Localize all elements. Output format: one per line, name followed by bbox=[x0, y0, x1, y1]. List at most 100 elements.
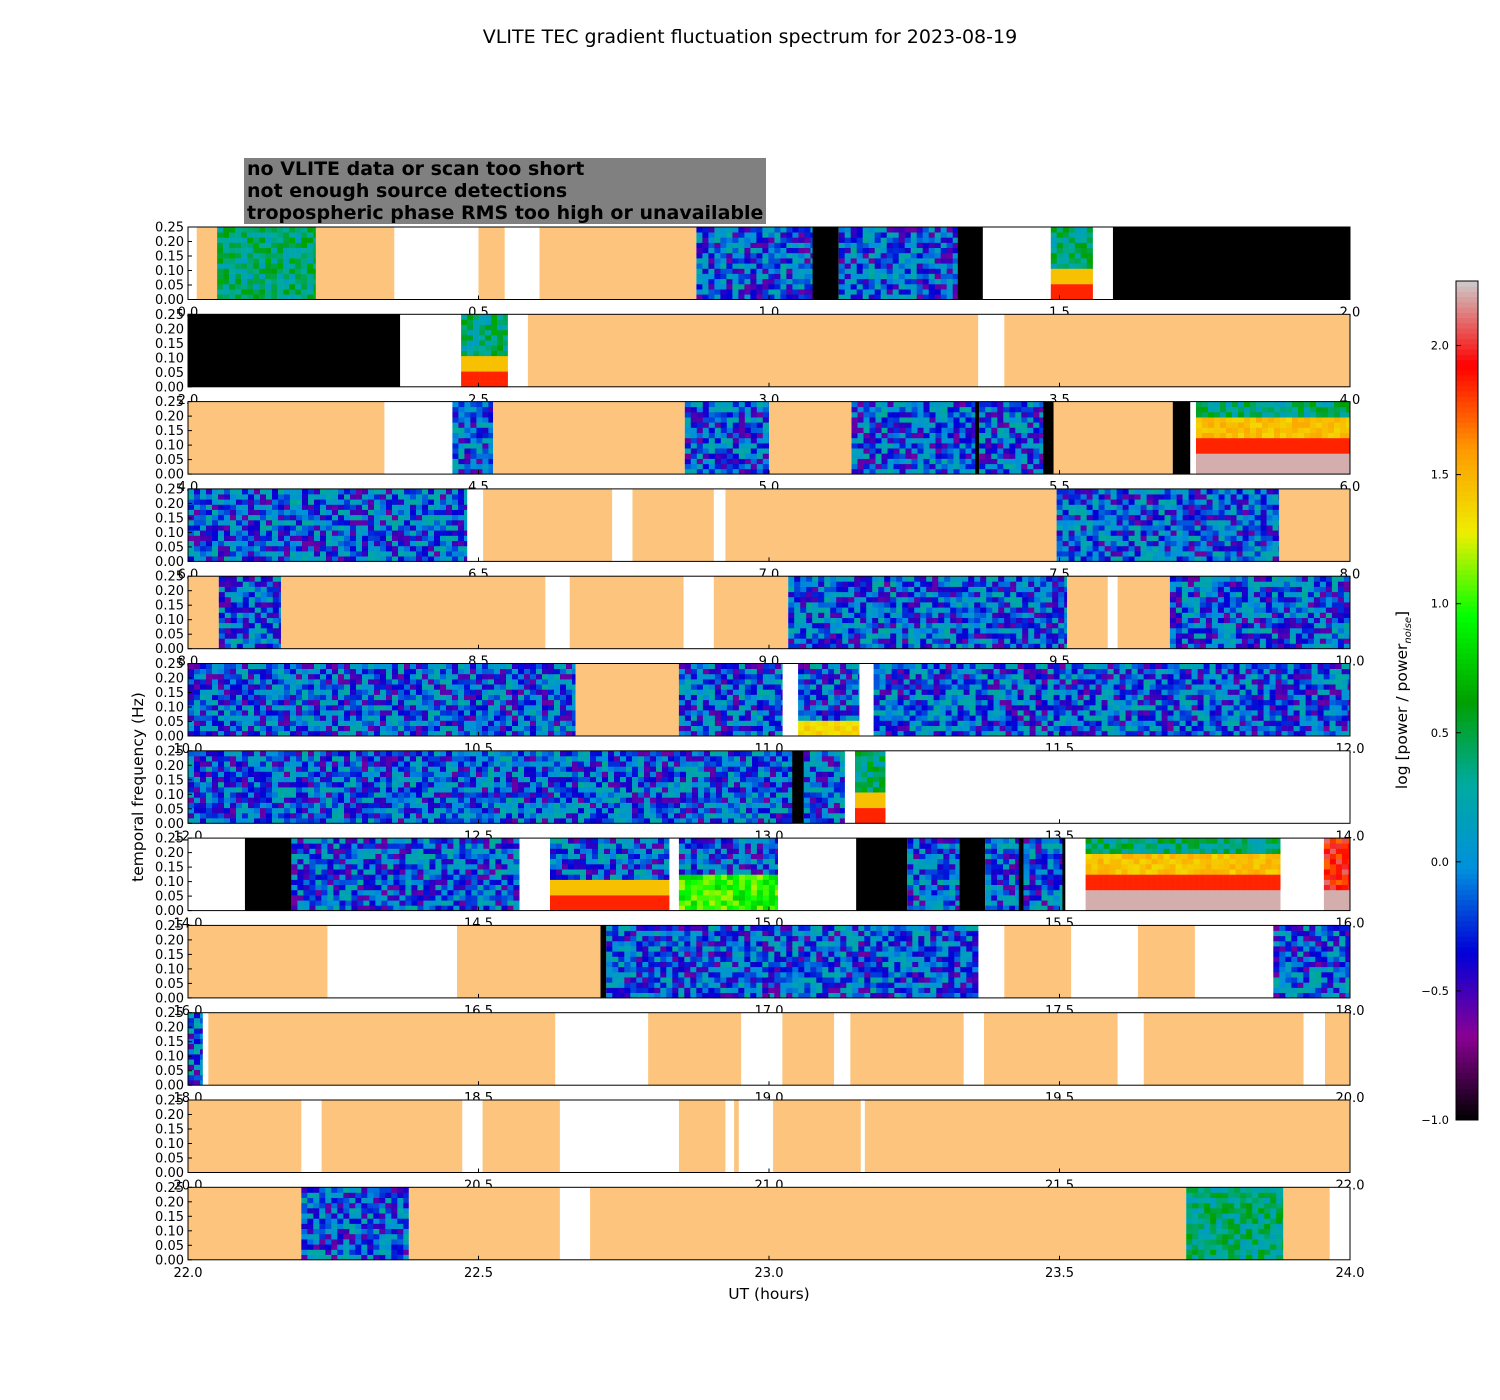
spectrum-cell bbox=[1176, 545, 1183, 552]
spectrum-cell bbox=[1068, 278, 1076, 285]
spectrum-cell bbox=[1272, 535, 1279, 541]
spectrum-cell bbox=[908, 622, 915, 629]
spectrum-cell bbox=[794, 581, 801, 587]
spectrum-cell bbox=[974, 617, 981, 624]
spectrum-cell bbox=[230, 520, 237, 526]
spectrum-cell bbox=[284, 715, 291, 721]
spectrum-cell bbox=[1140, 525, 1147, 531]
spectrum-cell bbox=[461, 329, 468, 336]
spectrum-cell bbox=[188, 525, 195, 531]
spectrum-cell bbox=[1128, 540, 1135, 547]
spectrum-cell bbox=[1265, 643, 1273, 649]
spectrum-cell bbox=[916, 232, 923, 238]
spectrum-cell bbox=[1188, 551, 1195, 557]
spectrum-cell bbox=[947, 422, 954, 428]
spectrum-cell bbox=[1250, 422, 1257, 428]
spectrum-cell bbox=[1236, 488, 1243, 495]
spectrum-cell bbox=[904, 278, 911, 285]
spectrum-cell bbox=[368, 509, 375, 516]
spectrum-cell bbox=[848, 602, 855, 608]
spectrum-cell bbox=[242, 699, 249, 706]
spectrum-cell bbox=[1208, 453, 1215, 459]
spectrum-cell bbox=[1016, 628, 1023, 634]
spectrum-cell bbox=[916, 237, 923, 243]
spectrum-cell bbox=[1266, 551, 1273, 557]
spectrum-cell bbox=[386, 551, 393, 557]
spectrum-cell bbox=[1337, 591, 1345, 598]
spectrum-cell bbox=[1164, 499, 1171, 505]
spectrum-cell bbox=[1340, 448, 1347, 454]
spectrum-cell bbox=[986, 591, 993, 598]
spectrum-cell bbox=[1278, 509, 1280, 516]
spectrum-cell bbox=[750, 294, 757, 300]
spectrum-cell bbox=[452, 417, 459, 423]
spectrum-cell bbox=[446, 504, 453, 510]
spectrum-cell bbox=[1283, 643, 1291, 649]
spectrum-cell bbox=[284, 520, 291, 526]
spectrum-cell bbox=[1268, 458, 1275, 465]
spectrum-cell bbox=[1217, 602, 1225, 608]
spectrum-cell bbox=[880, 278, 887, 285]
spectrum-cell bbox=[708, 453, 716, 459]
spectrum-cell bbox=[774, 273, 781, 280]
spectrum-cell bbox=[1110, 556, 1117, 562]
spectrum-cell bbox=[762, 284, 769, 290]
spectrum-cell bbox=[314, 540, 321, 547]
spectrum-cell bbox=[1298, 443, 1305, 449]
y-tick-label: 0.20 bbox=[155, 322, 184, 337]
spectrum-cell bbox=[283, 252, 290, 259]
spectrum-cell bbox=[229, 227, 236, 233]
spectrum-cell bbox=[1205, 576, 1213, 582]
spectrum-cell bbox=[410, 530, 417, 536]
spectrum-cell bbox=[750, 263, 757, 269]
spectrum-cell bbox=[194, 699, 201, 706]
spectrum-cell bbox=[938, 586, 945, 593]
spectrum-cell bbox=[1334, 406, 1341, 413]
spectrum-cell bbox=[914, 628, 921, 634]
spectrum-cell bbox=[1223, 612, 1231, 618]
spectrum-cell bbox=[1028, 612, 1035, 618]
spectrum-cell bbox=[1265, 617, 1273, 624]
spectrum-cell bbox=[485, 329, 492, 336]
spectrum-cell bbox=[488, 401, 494, 408]
spectrum-cell bbox=[800, 607, 807, 613]
spectrum-cell bbox=[265, 252, 272, 259]
spectrum-cell bbox=[798, 227, 805, 233]
spectrum-cell bbox=[289, 232, 296, 238]
spectrum-cell bbox=[762, 417, 770, 423]
spectrum-cell bbox=[1056, 247, 1064, 254]
spectrum-cell bbox=[350, 514, 357, 521]
spectrum-cell bbox=[1196, 401, 1203, 408]
spectrum-cell bbox=[332, 488, 339, 495]
spectrum-cell bbox=[1122, 488, 1129, 495]
spectrum-cell bbox=[1003, 458, 1010, 465]
spectrum-cell bbox=[750, 443, 758, 449]
spectrum-cell bbox=[1074, 252, 1082, 259]
spectrum-cell bbox=[875, 437, 882, 444]
spectrum-cell bbox=[1224, 499, 1231, 505]
spectrum-cell bbox=[1346, 401, 1351, 408]
spectrum-cell bbox=[1199, 586, 1207, 593]
spectrum-cell bbox=[1325, 607, 1333, 613]
spectrum-cell bbox=[708, 227, 715, 233]
spectrum-cell bbox=[950, 586, 957, 593]
spectrum-cell bbox=[1199, 591, 1207, 598]
spectrum-cell bbox=[1187, 638, 1195, 644]
spectrum-cell bbox=[1254, 540, 1261, 547]
spectrum-cell bbox=[992, 586, 999, 593]
spectrum-cell bbox=[910, 278, 917, 285]
spectrum-cell bbox=[1181, 643, 1189, 649]
spectrum-cell bbox=[461, 381, 468, 388]
spectrum-cell bbox=[1140, 556, 1147, 562]
spectrum-cell bbox=[374, 504, 381, 510]
spectrum-cell bbox=[224, 684, 231, 690]
spectrum-cell bbox=[265, 289, 272, 295]
spectrum-cell bbox=[850, 242, 857, 248]
spectrum-cell bbox=[1068, 273, 1076, 280]
spectrum-cell bbox=[842, 586, 849, 593]
spectrum-cell bbox=[491, 335, 498, 341]
spectrum-cell bbox=[862, 294, 869, 300]
spectrum-cell bbox=[1256, 412, 1263, 418]
spectrum-cell bbox=[218, 679, 225, 685]
spectrum-cell bbox=[892, 247, 899, 254]
